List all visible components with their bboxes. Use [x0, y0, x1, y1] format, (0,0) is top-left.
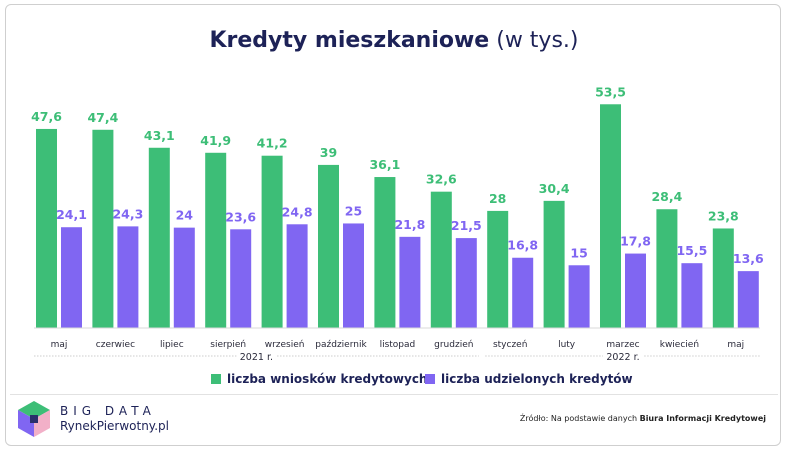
source-bold: Biura Informacji Kredytowej: [639, 414, 766, 423]
x-tick-label-12: maj: [727, 340, 744, 350]
footer-divider: [10, 394, 778, 395]
data-label-applications-10: 53,5: [595, 84, 626, 99]
bar-applications-8: [487, 210, 509, 328]
bar-applications-9: [543, 200, 565, 328]
x-tick-label-6: listopad: [380, 340, 416, 350]
data-label-applications-7: 32,6: [426, 172, 457, 187]
data-label-applications-4: 41,2: [257, 136, 288, 151]
x-tick-label-1: czerwiec: [96, 340, 135, 350]
bar-loans-9: [568, 265, 590, 328]
bar-loans-1: [117, 226, 139, 328]
bar-applications-10: [600, 104, 621, 328]
x-tick-label-9: luty: [558, 340, 576, 350]
year-label-1: 2022 r.: [606, 352, 639, 363]
year-label-0: 2021 r.: [240, 352, 273, 363]
brand-site: RynekPierwotny.pl: [60, 419, 169, 433]
bigdata-logo-icon: [18, 401, 50, 437]
x-tick-label-3: sierpień: [210, 340, 246, 350]
legend-swatch-loans: [425, 374, 435, 384]
bar-loans-2: [173, 227, 195, 328]
bar-applications-4: [261, 155, 283, 328]
card-frame: [5, 4, 781, 446]
data-label-loans-4: 24,8: [282, 204, 313, 219]
x-tick-label-8: styczeń: [493, 340, 527, 350]
year-label-bg-1: [603, 350, 643, 362]
x-tick-label-0: maj: [51, 340, 68, 350]
bar-loans-4: [286, 224, 308, 328]
data-label-applications-6: 36,1: [369, 157, 400, 172]
bar-loans-11: [681, 263, 703, 328]
bar-loans-8: [512, 257, 534, 328]
data-label-loans-3: 23,6: [225, 209, 256, 224]
legend-swatch-applications: [211, 374, 221, 384]
data-label-applications-3: 41,9: [200, 133, 231, 148]
source-prefix: Źródło: Na podstawie danych: [519, 414, 640, 423]
data-label-applications-12: 23,8: [708, 208, 739, 223]
data-label-loans-1: 24,3: [112, 206, 143, 221]
x-tick-label-5: październik: [315, 340, 367, 350]
legend-item-applications: liczba wniosków kredytowych: [211, 372, 427, 386]
x-tick-label-2: lipiec: [160, 340, 184, 350]
legend-label-loans: liczba udzielonych kredytów: [441, 372, 633, 386]
x-tick-label-10: marzec: [606, 340, 639, 350]
source-note: Źródło: Na podstawie danych Biura Inform…: [520, 414, 766, 423]
bar-loans-0: [61, 227, 82, 328]
bar-applications-2: [148, 147, 170, 328]
data-label-loans-6: 21,8: [394, 217, 425, 232]
bar-applications-0: [36, 128, 57, 328]
x-tick-label-4: wrzesień: [265, 340, 305, 350]
bar-applications-12: [712, 228, 734, 328]
data-label-applications-1: 47,4: [87, 110, 118, 125]
data-label-applications-11: 28,4: [651, 189, 682, 204]
chart-title-unit: (w tys.): [496, 28, 579, 53]
bar-loans-3: [230, 229, 252, 328]
year-label-bg-0: [236, 350, 277, 362]
bar-applications-11: [656, 209, 678, 328]
chart-title-main: Kredyty mieszkaniowe: [209, 28, 490, 53]
data-label-applications-2: 43,1: [144, 128, 175, 143]
brand-name: BIG DATA: [60, 404, 156, 418]
chart-title: Kredyty mieszkaniowe (w tys.): [0, 28, 788, 53]
bar-applications-5: [318, 164, 339, 328]
x-tick-label-11: kwiecień: [660, 340, 699, 350]
bar-applications-6: [374, 177, 396, 328]
bar-loans-12: [737, 271, 759, 328]
bar-applications-3: [205, 152, 227, 328]
data-label-loans-7: 21,5: [451, 218, 482, 233]
data-label-applications-0: 47,6: [31, 109, 62, 124]
legend-item-loans: liczba udzielonych kredytów: [425, 372, 633, 386]
legend: liczba wniosków kredytowych liczba udzie…: [0, 372, 788, 388]
data-label-loans-5: 25: [345, 203, 362, 218]
bar-loans-5: [343, 223, 364, 328]
data-label-loans-12: 13,6: [733, 251, 764, 266]
data-label-applications-9: 30,4: [539, 181, 570, 196]
data-label-loans-11: 15,5: [676, 243, 707, 258]
data-label-loans-2: 24: [176, 208, 194, 223]
data-label-loans-0: 24,1: [56, 207, 87, 222]
data-label-applications-8: 28: [489, 191, 506, 206]
bar-applications-1: [92, 129, 114, 328]
data-label-loans-9: 15: [570, 245, 587, 260]
legend-label-applications: liczba wniosków kredytowych: [227, 372, 428, 386]
x-tick-label-7: grudzień: [434, 340, 473, 350]
bar-loans-7: [455, 238, 477, 328]
data-label-loans-8: 16,8: [507, 238, 538, 253]
data-label-applications-5: 39: [320, 145, 337, 160]
bar-loans-6: [399, 236, 421, 328]
data-label-loans-10: 17,8: [620, 234, 651, 249]
bar-loans-10: [625, 253, 646, 328]
bar-applications-7: [430, 191, 452, 328]
